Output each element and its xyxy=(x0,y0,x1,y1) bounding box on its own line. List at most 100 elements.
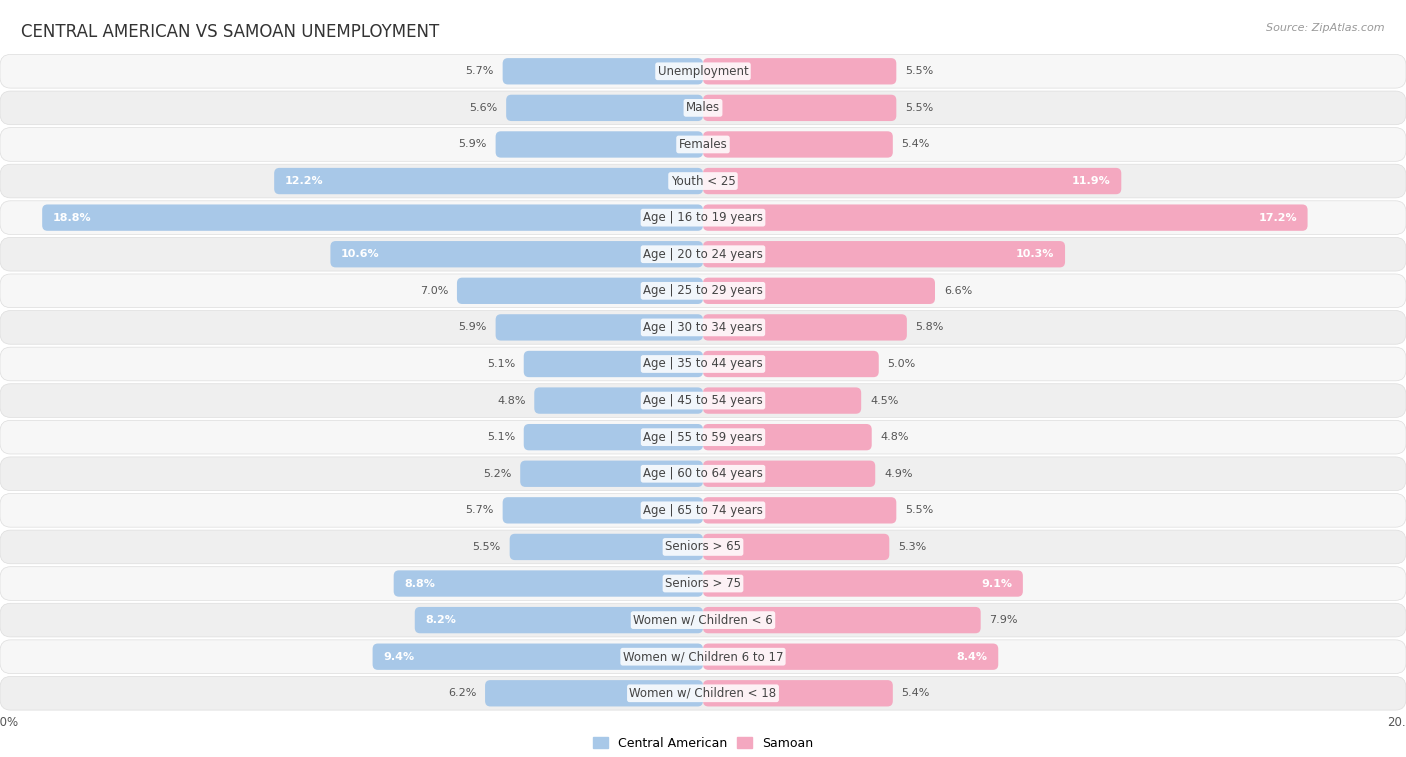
FancyBboxPatch shape xyxy=(703,643,998,670)
Text: 5.5%: 5.5% xyxy=(905,103,934,113)
FancyBboxPatch shape xyxy=(703,278,935,304)
Text: 8.2%: 8.2% xyxy=(426,615,456,625)
FancyBboxPatch shape xyxy=(0,640,1406,674)
Text: 12.2%: 12.2% xyxy=(285,176,323,186)
Text: Males: Males xyxy=(686,101,720,114)
Text: 9.4%: 9.4% xyxy=(382,652,415,662)
Text: 5.3%: 5.3% xyxy=(898,542,927,552)
FancyBboxPatch shape xyxy=(373,643,703,670)
FancyBboxPatch shape xyxy=(703,350,879,377)
Text: 10.3%: 10.3% xyxy=(1017,249,1054,259)
Text: Seniors > 75: Seniors > 75 xyxy=(665,577,741,590)
FancyBboxPatch shape xyxy=(496,131,703,157)
FancyBboxPatch shape xyxy=(0,384,1406,417)
Text: 4.9%: 4.9% xyxy=(884,469,912,478)
Text: 17.2%: 17.2% xyxy=(1258,213,1296,223)
Text: 4.8%: 4.8% xyxy=(880,432,910,442)
FancyBboxPatch shape xyxy=(42,204,703,231)
Text: Seniors > 65: Seniors > 65 xyxy=(665,540,741,553)
Text: Women w/ Children < 18: Women w/ Children < 18 xyxy=(630,687,776,699)
FancyBboxPatch shape xyxy=(703,497,897,524)
Text: 5.5%: 5.5% xyxy=(905,67,934,76)
Text: 5.2%: 5.2% xyxy=(484,469,512,478)
FancyBboxPatch shape xyxy=(703,607,981,634)
Text: Age | 30 to 34 years: Age | 30 to 34 years xyxy=(643,321,763,334)
Text: Unemployment: Unemployment xyxy=(658,65,748,78)
FancyBboxPatch shape xyxy=(0,567,1406,600)
Text: 5.9%: 5.9% xyxy=(458,322,486,332)
FancyBboxPatch shape xyxy=(703,388,860,414)
Text: 10.6%: 10.6% xyxy=(342,249,380,259)
FancyBboxPatch shape xyxy=(703,58,897,85)
FancyBboxPatch shape xyxy=(703,460,875,487)
FancyBboxPatch shape xyxy=(0,201,1406,235)
FancyBboxPatch shape xyxy=(503,58,703,85)
FancyBboxPatch shape xyxy=(703,680,893,706)
Text: 4.5%: 4.5% xyxy=(870,396,898,406)
FancyBboxPatch shape xyxy=(330,241,703,267)
Legend: Central American, Samoan: Central American, Samoan xyxy=(588,732,818,755)
Text: 5.0%: 5.0% xyxy=(887,359,915,369)
Text: CENTRAL AMERICAN VS SAMOAN UNEMPLOYMENT: CENTRAL AMERICAN VS SAMOAN UNEMPLOYMENT xyxy=(21,23,439,41)
Text: 18.8%: 18.8% xyxy=(53,213,91,223)
FancyBboxPatch shape xyxy=(394,570,703,597)
Text: 5.1%: 5.1% xyxy=(486,432,515,442)
FancyBboxPatch shape xyxy=(0,677,1406,710)
Text: 8.4%: 8.4% xyxy=(956,652,987,662)
FancyBboxPatch shape xyxy=(485,680,703,706)
Text: 6.2%: 6.2% xyxy=(449,688,477,698)
FancyBboxPatch shape xyxy=(703,204,1308,231)
Text: 5.6%: 5.6% xyxy=(470,103,498,113)
Text: 5.9%: 5.9% xyxy=(458,139,486,149)
FancyBboxPatch shape xyxy=(0,310,1406,344)
FancyBboxPatch shape xyxy=(703,534,889,560)
FancyBboxPatch shape xyxy=(506,95,703,121)
FancyBboxPatch shape xyxy=(524,350,703,377)
Text: Age | 25 to 29 years: Age | 25 to 29 years xyxy=(643,285,763,298)
Text: 9.1%: 9.1% xyxy=(981,578,1012,588)
FancyBboxPatch shape xyxy=(0,494,1406,527)
Text: 7.9%: 7.9% xyxy=(990,615,1018,625)
Text: Age | 45 to 54 years: Age | 45 to 54 years xyxy=(643,394,763,407)
Text: Women w/ Children < 6: Women w/ Children < 6 xyxy=(633,614,773,627)
FancyBboxPatch shape xyxy=(510,534,703,560)
FancyBboxPatch shape xyxy=(0,420,1406,454)
Text: Age | 35 to 44 years: Age | 35 to 44 years xyxy=(643,357,763,370)
Text: 5.5%: 5.5% xyxy=(472,542,501,552)
Text: 5.8%: 5.8% xyxy=(915,322,943,332)
FancyBboxPatch shape xyxy=(0,91,1406,125)
Text: 5.7%: 5.7% xyxy=(465,506,494,516)
Text: Females: Females xyxy=(679,138,727,151)
FancyBboxPatch shape xyxy=(703,424,872,450)
Text: 6.6%: 6.6% xyxy=(943,286,972,296)
Text: Age | 20 to 24 years: Age | 20 to 24 years xyxy=(643,248,763,260)
Text: Women w/ Children 6 to 17: Women w/ Children 6 to 17 xyxy=(623,650,783,663)
Text: 5.5%: 5.5% xyxy=(905,506,934,516)
Text: 11.9%: 11.9% xyxy=(1071,176,1111,186)
FancyBboxPatch shape xyxy=(496,314,703,341)
FancyBboxPatch shape xyxy=(520,460,703,487)
Text: Age | 16 to 19 years: Age | 16 to 19 years xyxy=(643,211,763,224)
FancyBboxPatch shape xyxy=(0,457,1406,491)
FancyBboxPatch shape xyxy=(0,274,1406,307)
FancyBboxPatch shape xyxy=(703,314,907,341)
FancyBboxPatch shape xyxy=(0,603,1406,637)
FancyBboxPatch shape xyxy=(703,95,897,121)
FancyBboxPatch shape xyxy=(274,168,703,195)
Text: Age | 65 to 74 years: Age | 65 to 74 years xyxy=(643,504,763,517)
Text: 8.8%: 8.8% xyxy=(405,578,434,588)
Text: 4.8%: 4.8% xyxy=(496,396,526,406)
FancyBboxPatch shape xyxy=(0,128,1406,161)
FancyBboxPatch shape xyxy=(0,164,1406,198)
Text: 5.4%: 5.4% xyxy=(901,139,929,149)
Text: Age | 55 to 59 years: Age | 55 to 59 years xyxy=(643,431,763,444)
FancyBboxPatch shape xyxy=(0,238,1406,271)
FancyBboxPatch shape xyxy=(703,570,1024,597)
Text: 5.7%: 5.7% xyxy=(465,67,494,76)
Text: 7.0%: 7.0% xyxy=(420,286,449,296)
FancyBboxPatch shape xyxy=(534,388,703,414)
Text: Age | 60 to 64 years: Age | 60 to 64 years xyxy=(643,467,763,480)
Text: 5.1%: 5.1% xyxy=(486,359,515,369)
FancyBboxPatch shape xyxy=(524,424,703,450)
FancyBboxPatch shape xyxy=(0,347,1406,381)
